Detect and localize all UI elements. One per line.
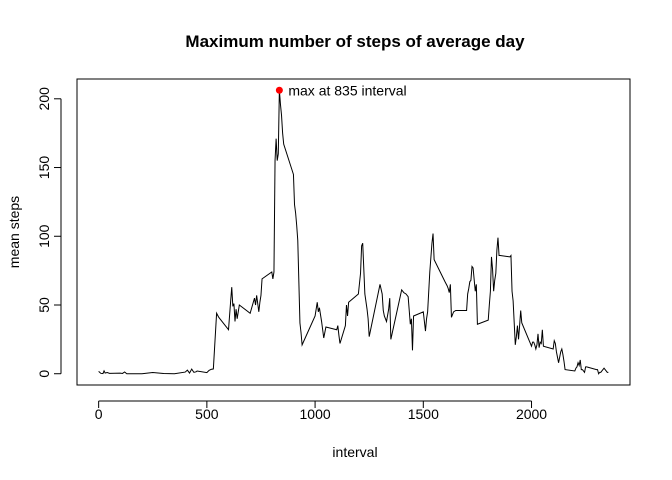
x-axis-label: interval: [332, 444, 377, 460]
chart-title: Maximum number of steps of average day: [185, 32, 525, 51]
y-axis-label: mean steps: [6, 196, 22, 268]
series-line: [98, 90, 609, 375]
x-tick-label: 2000: [516, 406, 547, 422]
max-annotation: max at 835 interval: [288, 82, 406, 98]
x-tick-label: 500: [195, 406, 219, 422]
plot-frame: [76, 78, 631, 386]
x-tick-label: 1000: [300, 406, 331, 422]
max-point-marker: [275, 86, 283, 94]
x-tick-label: 0: [95, 406, 103, 422]
y-tick-label: 0: [36, 370, 52, 378]
y-axis: 0 50 100 150 200: [36, 87, 62, 378]
y-tick-label: 200: [36, 87, 52, 111]
x-axis: 0 500 1000 1500 2000: [95, 400, 547, 422]
y-tick-label: 100: [36, 224, 52, 248]
y-tick-label: 150: [36, 156, 52, 180]
x-tick-label: 1500: [408, 406, 439, 422]
y-tick-label: 50: [36, 297, 52, 313]
